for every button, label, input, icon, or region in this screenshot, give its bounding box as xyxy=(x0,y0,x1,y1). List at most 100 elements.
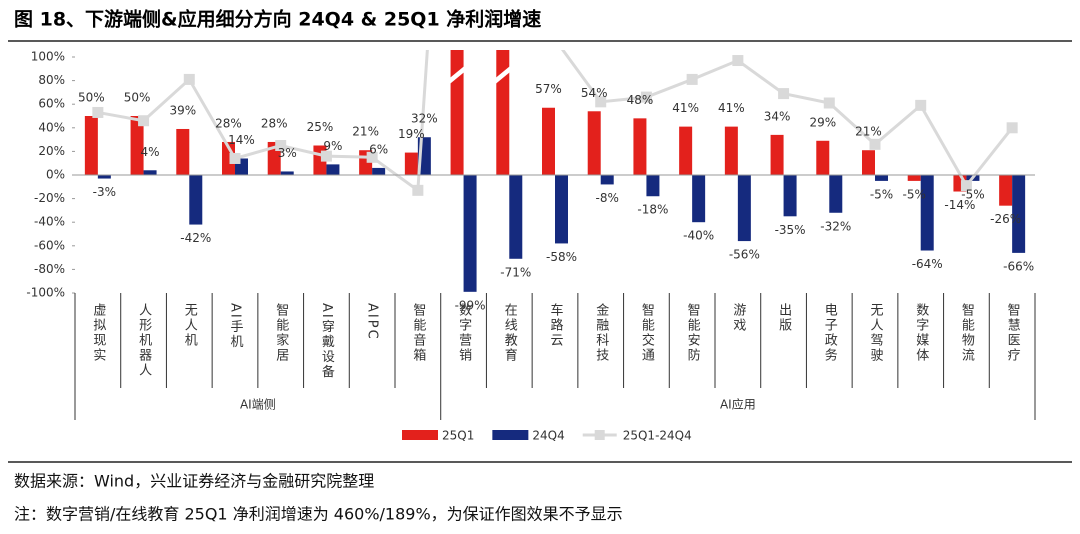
x-tick-label: 智能安防 xyxy=(685,303,701,363)
bar xyxy=(633,118,647,175)
line-marker xyxy=(550,34,561,45)
data-label: 6% xyxy=(369,142,388,156)
bar xyxy=(737,175,751,242)
line-marker xyxy=(960,180,972,192)
legend-swatch xyxy=(492,430,529,440)
data-label: 21% xyxy=(855,125,882,139)
bar xyxy=(372,167,386,175)
bar xyxy=(84,116,98,175)
axis-break xyxy=(494,65,512,85)
x-tick-label: 智能音箱 xyxy=(410,303,426,363)
data-label: -40% xyxy=(683,229,714,243)
x-tick-label: 智能物流 xyxy=(959,303,975,363)
line-marker xyxy=(138,115,150,127)
x-tick-label: 人形机器人 xyxy=(136,303,152,378)
data-label: 3% xyxy=(278,146,297,160)
data-label: 29% xyxy=(809,115,836,129)
x-tick-label: AIPC xyxy=(365,303,380,341)
line-marker xyxy=(412,184,424,196)
bar xyxy=(463,175,477,292)
x-tick-label: 智慧医疗 xyxy=(1005,303,1021,363)
bar xyxy=(724,126,738,175)
line-marker xyxy=(183,73,195,85)
source: 数据来源：Wind，兴业证券经济与金融研究院整理 xyxy=(14,472,374,491)
legend-label: 25Q1 xyxy=(442,429,474,443)
bar xyxy=(829,175,843,213)
note: 注：数字营销/在线教育 25Q1 净利润增速为 460%/189%，为保证作图效… xyxy=(14,505,623,524)
bar xyxy=(280,171,294,175)
x-tick-label: AI手机 xyxy=(228,303,244,350)
legend-label: 24Q4 xyxy=(532,429,564,443)
y-tick-label: -60% xyxy=(34,238,65,252)
data-label: 57% xyxy=(535,82,562,96)
data-label: 28% xyxy=(215,116,242,130)
group-label: AI端侧 xyxy=(240,398,276,412)
data-label: 50% xyxy=(124,91,151,105)
legend-swatch xyxy=(402,430,438,440)
y-tick-label: 20% xyxy=(38,144,65,158)
group-label: AI应用 xyxy=(720,397,756,412)
bar xyxy=(999,175,1013,206)
bar xyxy=(189,175,203,225)
line-marker xyxy=(1006,122,1018,134)
data-label: 4% xyxy=(141,145,160,159)
line-marker xyxy=(595,96,607,108)
bar xyxy=(97,175,111,179)
data-label: -5% xyxy=(903,187,926,201)
data-label: -3% xyxy=(93,185,116,199)
data-label: 50% xyxy=(78,91,105,105)
bar xyxy=(450,50,464,175)
bar xyxy=(542,107,555,175)
bar xyxy=(176,128,190,175)
x-tick-label: 出版 xyxy=(776,303,792,333)
x-tick-label: 虚拟现实 xyxy=(90,303,106,363)
data-label: -42% xyxy=(180,231,211,245)
data-label: -71% xyxy=(500,265,531,279)
data-label: -56% xyxy=(729,248,760,262)
line-series xyxy=(97,50,1014,194)
bar xyxy=(600,175,614,185)
bar xyxy=(555,175,568,244)
line-marker xyxy=(320,150,332,162)
x-tick-label: 电子政务 xyxy=(822,303,838,363)
bar xyxy=(143,170,157,175)
data-label: 28% xyxy=(261,116,288,130)
bar xyxy=(770,134,784,175)
legend-swatch xyxy=(594,430,605,440)
bar xyxy=(509,175,523,259)
bar xyxy=(679,126,693,175)
line-marker xyxy=(275,140,287,151)
data-label: 21% xyxy=(352,125,379,139)
x-tick-label: 游戏 xyxy=(730,303,746,333)
axis-break xyxy=(448,65,466,85)
data-label: -5% xyxy=(870,187,893,201)
data-label: -8% xyxy=(596,191,619,205)
line-marker xyxy=(778,88,790,100)
data-label: -58% xyxy=(546,250,577,264)
data-label: 34% xyxy=(764,109,791,123)
bar xyxy=(875,175,888,181)
y-tick-label: 100% xyxy=(31,50,65,64)
bar xyxy=(326,164,340,175)
data-label: -32% xyxy=(820,219,851,233)
x-tick-label: 金融科技 xyxy=(593,302,609,363)
line-marker xyxy=(823,97,835,109)
data-label: -66% xyxy=(1003,259,1034,273)
y-tick-label: -40% xyxy=(34,215,65,229)
data-label: 19% xyxy=(398,127,425,141)
data-label: -35% xyxy=(775,223,806,237)
data-label: 39% xyxy=(169,103,196,117)
line-marker xyxy=(915,99,927,111)
data-label: -5% xyxy=(961,187,984,201)
x-tick-label: 无人驾驶 xyxy=(868,303,884,363)
x-tick-label: AI穿戴设备 xyxy=(319,303,335,380)
y-tick-label: 40% xyxy=(38,120,65,134)
x-tick-label: 无人机 xyxy=(182,303,198,348)
bar xyxy=(587,111,601,175)
x-tick-label: 车路云 xyxy=(548,302,564,348)
bar xyxy=(692,175,706,223)
x-tick-label: 在线教育 xyxy=(502,303,518,363)
line-marker xyxy=(640,91,652,103)
data-label: 9% xyxy=(323,139,342,153)
legend-label: 25Q1-24Q4 xyxy=(623,429,692,443)
